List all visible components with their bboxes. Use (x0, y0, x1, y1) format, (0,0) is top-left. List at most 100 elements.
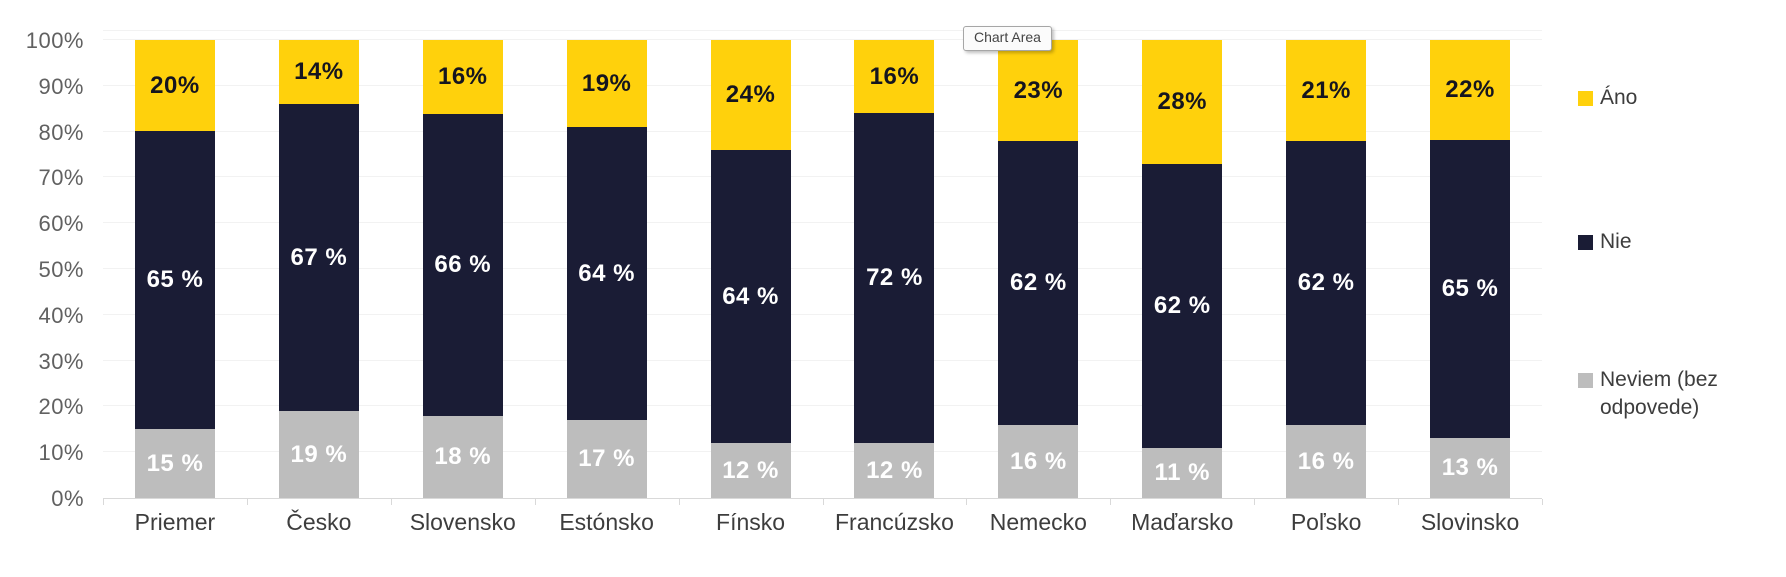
bar-segment-nie[interactable]: 62 % (1142, 164, 1223, 448)
y-axis-label-50pct: 50% (38, 257, 84, 282)
bar-segment-neviem[interactable]: 12 % (710, 443, 791, 498)
data-label-neviem: 12 % (866, 456, 923, 484)
bar-segment-nie[interactable]: 67 % (278, 104, 359, 411)
gridline-80 (103, 130, 1542, 132)
gridline-20 (103, 405, 1542, 407)
gridline-40 (103, 313, 1542, 315)
data-label-nie: 67 % (290, 243, 348, 271)
data-label-nie: 62 % (1153, 292, 1211, 319)
legend: Áno Nie Neviem (bez odpovede) (1578, 0, 1778, 577)
y-axis-label-0pct: 0% (51, 486, 84, 511)
bar-segment-neviem[interactable]: 16 % (998, 425, 1079, 498)
data-label-ano: 21% (1301, 76, 1351, 104)
bar-segment-nie[interactable]: 64 % (710, 150, 791, 443)
x-axis-tick (534, 499, 536, 505)
gridline-10 (103, 451, 1542, 453)
bar-nemecko[interactable]: 23% 62 % 16 % (998, 40, 1079, 498)
data-label-nie: 62 % (1297, 269, 1355, 296)
data-label-nie: 64 % (722, 282, 779, 310)
data-label-neviem: 19 % (290, 440, 348, 468)
bar-segment-ano[interactable]: 21% (1286, 40, 1367, 141)
bar-priemer[interactable]: 20% 65 % 15 % (134, 40, 215, 498)
category-label-slovinsko: Slovinsko (1420, 509, 1520, 535)
x-axis-tick (1398, 499, 1400, 505)
y-axis-label-70pct: 70% (38, 165, 84, 191)
data-label-ano: 23% (1013, 76, 1064, 104)
data-label-neviem: 15 % (146, 449, 204, 477)
category-label-maďarsko: Maďarsko (1131, 509, 1234, 535)
bar-segment-neviem[interactable]: 15 % (134, 429, 215, 498)
x-axis-tick (1542, 499, 1543, 505)
bar-slovinsko[interactable]: 22% 65 % 13 % (1430, 40, 1511, 498)
bar-segment-neviem[interactable]: 16 % (1286, 425, 1367, 498)
data-label-ano: 24% (725, 81, 776, 108)
bar-segment-nie[interactable]: 64 % (566, 127, 647, 420)
legend-item-nie[interactable]: Nie (1578, 228, 1772, 256)
data-label-neviem: 13 % (1441, 454, 1499, 481)
data-label-ano: 22% (1445, 76, 1495, 103)
x-axis-tick (103, 499, 104, 505)
legend-swatch-icon (1578, 235, 1593, 250)
legend-label: Nie (1600, 230, 1632, 253)
y-axis-label-30pct: 30% (38, 348, 84, 374)
data-label-nie: 65 % (1441, 275, 1499, 302)
gridline-30 (103, 359, 1542, 361)
legend-label: Neviem (bez odpovede) (1600, 368, 1718, 419)
gridline-60 (103, 222, 1542, 224)
data-label-neviem: 18 % (434, 443, 492, 470)
y-axis-label-90pct: 90% (38, 73, 84, 99)
legend-swatch-icon (1578, 373, 1593, 388)
bar-maďarsko[interactable]: 28% 62 % 11 % (1142, 40, 1223, 498)
bar-segment-neviem[interactable]: 13 % (1430, 438, 1511, 498)
data-label-neviem: 11 % (1154, 459, 1210, 486)
y-axis-label-80pct: 80% (38, 119, 84, 145)
bar-poľsko[interactable]: 21% 62 % 16 % (1286, 40, 1367, 498)
bar-segment-ano[interactable]: 20% (134, 40, 215, 131)
category-label-poľsko: Poľsko (1290, 509, 1362, 535)
bar-estónsko[interactable]: 19% 64 % 17 % (566, 40, 647, 498)
bar-segment-nie[interactable]: 72 % (854, 113, 935, 443)
bar-francúzsko[interactable]: 16% 72 % 12 % (854, 40, 935, 498)
legend-item-neviem[interactable]: Neviem (bez odpovede) (1578, 366, 1772, 422)
y-axis-label-40pct: 40% (38, 302, 84, 328)
category-label-estónsko: Estónsko (559, 509, 654, 535)
legend-label: Áno (1600, 86, 1638, 109)
bar-segment-nie[interactable]: 65 % (134, 131, 215, 429)
bar-segment-nie[interactable]: 62 % (998, 141, 1079, 425)
category-label-nemecko: Nemecko (989, 509, 1087, 535)
bar-segment-nie[interactable]: 66 % (422, 114, 503, 416)
x-axis-tick (1110, 499, 1112, 505)
bar-segment-ano[interactable]: 16% (422, 40, 503, 114)
legend-item-ano[interactable]: Áno (1578, 84, 1772, 112)
category-label-francúzsko: Francúzsko (835, 509, 954, 535)
y-axis-label-10pct: 10% (38, 440, 84, 466)
bar-segment-neviem[interactable]: 12 % (854, 443, 935, 498)
data-label-nie: 66 % (434, 251, 492, 278)
category-label-priemer: Priemer (134, 509, 216, 535)
chart-area-tooltip: Chart Area (963, 26, 1052, 51)
bar-segment-neviem[interactable]: 17 % (566, 420, 647, 498)
plot-top-border (103, 30, 1542, 31)
bar-segment-ano[interactable]: 14% (278, 40, 359, 104)
data-label-ano: 19% (581, 69, 632, 97)
bar-segment-nie[interactable]: 62 % (1286, 141, 1367, 425)
data-label-nie: 65 % (146, 266, 204, 293)
gridline-90 (103, 84, 1542, 86)
bar-fínsko[interactable]: 24% 64 % 12 % (710, 40, 791, 498)
data-label-neviem: 17 % (578, 445, 635, 472)
bar-slovensko[interactable]: 16% 66 % 18 % (422, 40, 503, 498)
bar-segment-neviem[interactable]: 11 % (1142, 448, 1223, 498)
bar-segment-ano[interactable]: 19% (566, 40, 647, 127)
bar-segment-ano[interactable]: 16% (854, 40, 935, 113)
category-label-česko: Česko (286, 509, 352, 535)
bar-česko[interactable]: 14% 67 % 19 % (278, 40, 359, 498)
bar-segment-nie[interactable]: 65 % (1430, 140, 1511, 438)
bar-segment-ano[interactable]: 28% (1142, 40, 1223, 164)
plot-area[interactable]: 20% 65 % 15 % 14% 67 % 19 % 16% 66 % 18 % 19% 64 %… (103, 39, 1542, 499)
x-axis-tick (822, 499, 824, 505)
bar-segment-ano[interactable]: 22% (1430, 40, 1511, 140)
bar-segment-neviem[interactable]: 19 % (278, 411, 359, 498)
bar-segment-neviem[interactable]: 18 % (422, 416, 503, 498)
bar-segment-ano[interactable]: 23% (998, 40, 1079, 141)
bar-segment-ano[interactable]: 24% (710, 40, 791, 150)
